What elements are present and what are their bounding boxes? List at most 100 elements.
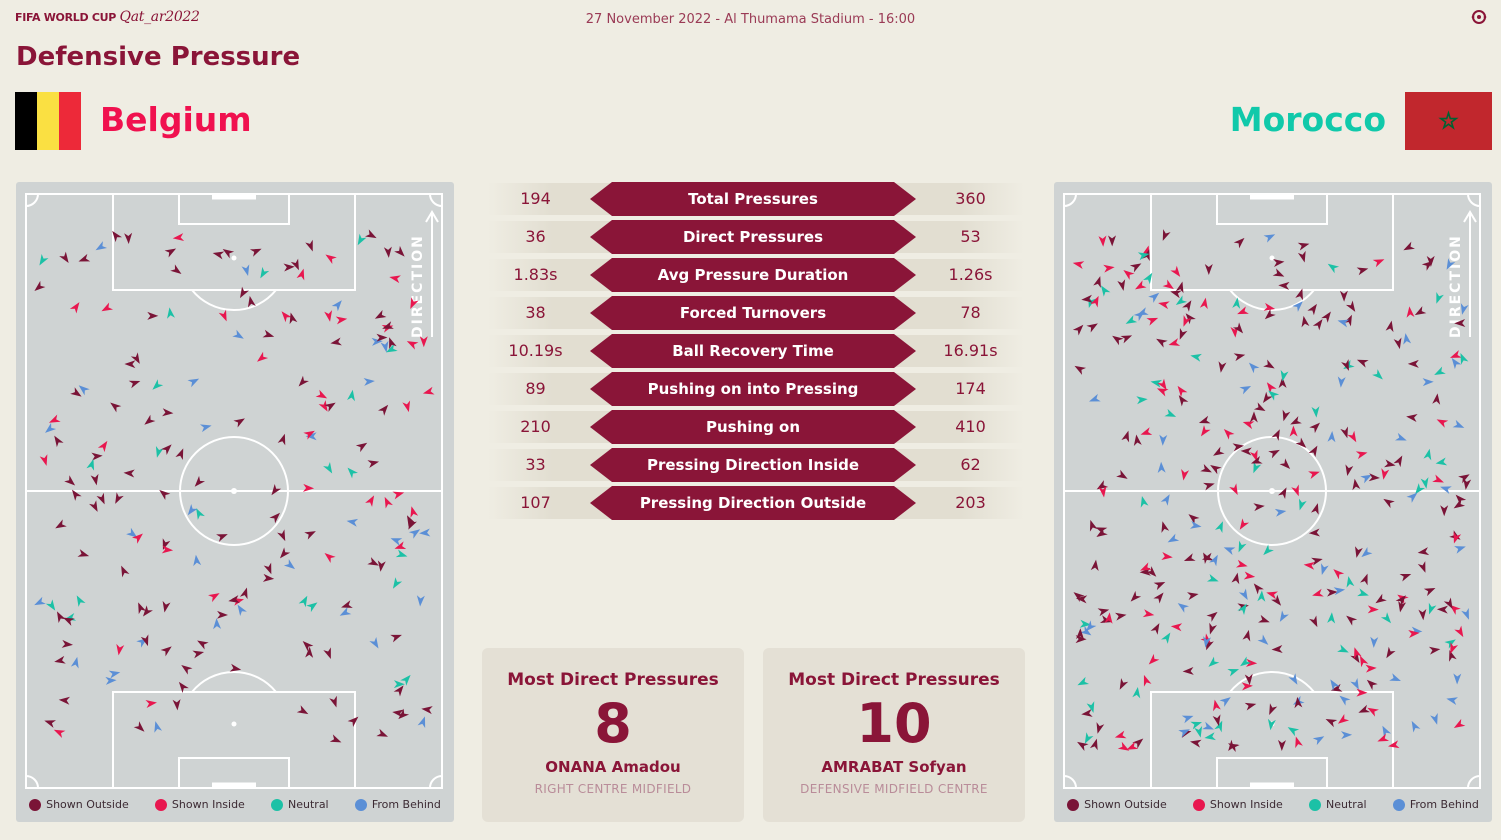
pressure-event-marker — [155, 446, 164, 458]
pressure-event-marker — [400, 674, 411, 686]
pressure-event-marker — [1354, 647, 1362, 659]
legend-label: Neutral — [1326, 798, 1367, 811]
stat-home-value: 107 — [520, 493, 551, 512]
pressure-event-marker — [1272, 268, 1285, 277]
pressure-event-marker — [269, 512, 281, 524]
centre-circle — [179, 436, 289, 546]
pressure-event-marker — [1451, 357, 1462, 370]
pressure-event-marker — [116, 643, 125, 656]
pressure-event-marker — [162, 408, 174, 417]
pressure-event-marker — [406, 341, 419, 350]
penalty-spot-top — [1269, 255, 1275, 261]
corner-arc — [429, 193, 443, 207]
pressure-event-marker — [1132, 686, 1141, 699]
pressure-event-marker — [1140, 427, 1153, 435]
pressure-event-marker — [1326, 588, 1338, 597]
stat-row: 36 Direct Pressures 53 — [488, 218, 1024, 256]
pressure-event-marker — [263, 562, 272, 575]
pressure-event-marker — [377, 560, 386, 572]
pressure-event-marker — [1408, 630, 1420, 639]
pressure-event-marker — [324, 553, 336, 564]
home-pitch-map: DIRECTION Shown Outside Shown Inside Neu… — [16, 182, 454, 822]
pressure-event-marker — [63, 617, 75, 626]
page-title: Defensive Pressure — [16, 42, 301, 72]
stat-away-value: 78 — [960, 303, 981, 322]
pressure-event-marker — [1308, 445, 1318, 458]
stat-home-value: 38 — [525, 303, 546, 322]
pressure-event-marker — [161, 444, 172, 455]
direction-arrow-head — [425, 210, 439, 223]
pressure-event-marker — [54, 435, 64, 448]
pressure-event-marker — [194, 475, 206, 487]
pressure-event-marker — [384, 496, 393, 509]
away-top-presser-card: Most Direct Pressures 10 AMRABAT Sofyan … — [763, 648, 1025, 822]
pressure-event-marker — [1123, 270, 1135, 280]
pressure-event-marker — [329, 695, 337, 708]
pressure-event-marker — [1287, 727, 1300, 737]
pressure-event-marker — [1453, 499, 1466, 509]
morocco-flag — [1405, 92, 1492, 150]
pressure-event-marker — [1333, 569, 1345, 580]
direction-arrow-head — [1463, 210, 1477, 223]
gear-icon[interactable] — [1471, 9, 1487, 25]
pressure-event-marker — [1200, 464, 1212, 473]
pressure-event-marker — [1223, 429, 1235, 440]
pressure-event-marker — [1153, 581, 1166, 591]
pressure-event-marker — [1346, 615, 1358, 626]
pressure-event-marker — [318, 400, 328, 412]
corner-arc — [1063, 775, 1077, 789]
pressure-event-marker — [53, 729, 66, 739]
pressure-event-marker — [1453, 673, 1462, 685]
pressure-event-marker — [262, 573, 275, 582]
pressure-event-marker — [241, 264, 250, 277]
pressure-event-marker — [1333, 587, 1346, 596]
pressure-event-marker — [376, 728, 389, 737]
pressure-event-marker — [260, 266, 270, 279]
pressure-event-marker — [1135, 280, 1147, 290]
pressure-event-marker — [161, 545, 174, 554]
pressure-event-marker — [1072, 261, 1085, 270]
pressure-event-marker — [1263, 544, 1274, 556]
penalty-box-bottom — [1150, 691, 1394, 789]
stat-row: 10.19s Ball Recovery Time 16.91s — [488, 332, 1024, 370]
pressure-event-marker — [347, 389, 355, 402]
pressure-event-marker — [1099, 615, 1112, 623]
pressure-event-marker — [1407, 359, 1419, 368]
pressure-event-marker — [48, 414, 61, 423]
fifa-world-cup-logo: FIFA WORLD CUP Qat_ar2022 — [15, 9, 200, 25]
pressure-event-marker — [1090, 559, 1099, 572]
pressure-event-marker — [1136, 307, 1149, 315]
pressure-event-marker — [95, 241, 108, 251]
pressure-event-marker — [1365, 664, 1377, 673]
pressure-event-marker — [378, 404, 389, 416]
pressure-event-marker — [1423, 448, 1432, 461]
card-player-position: DEFENSIVE MIDFIELD CENTRE — [800, 782, 988, 796]
stat-label-banner: Pressing Direction Inside — [590, 448, 916, 482]
pressure-event-marker — [193, 554, 202, 567]
pressure-event-marker — [1372, 369, 1383, 380]
pressure-event-marker — [1398, 600, 1407, 613]
pressure-event-marker — [1277, 487, 1287, 499]
pressure-event-marker — [1179, 327, 1188, 340]
pressure-event-marker — [323, 647, 331, 660]
pressure-event-marker — [1446, 258, 1456, 270]
pressure-event-marker — [1162, 279, 1174, 290]
pressure-event-marker — [128, 380, 141, 389]
legend-shown-inside: Shown Inside — [154, 798, 245, 811]
pressure-event-marker — [1161, 552, 1173, 560]
pressure-event-marker — [1356, 688, 1368, 697]
pressure-event-marker — [324, 402, 336, 412]
pressure-event-marker — [1206, 611, 1218, 622]
pressure-event-marker — [410, 297, 419, 309]
pressure-event-marker — [1081, 708, 1093, 717]
home-pitch: DIRECTION — [25, 193, 443, 789]
pressure-event-marker — [90, 473, 99, 486]
pressure-event-marker — [1311, 557, 1323, 566]
pressure-event-marker — [1088, 393, 1101, 402]
pressure-event-marker — [365, 229, 377, 239]
pressure-event-marker — [213, 618, 222, 630]
pressure-event-marker — [154, 721, 163, 733]
away-legend: Shown Outside Shown Inside Neutral From … — [1054, 798, 1492, 811]
pressure-event-marker — [1120, 335, 1133, 344]
pressure-event-marker — [34, 596, 46, 606]
